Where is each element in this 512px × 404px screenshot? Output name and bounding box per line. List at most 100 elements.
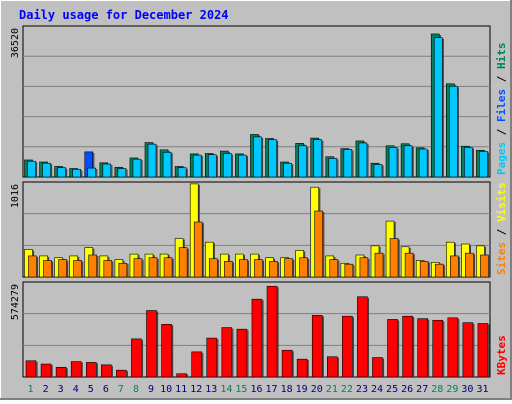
day-label-27: 27 [416,384,428,395]
panel-visits-sites-day-4 [69,255,84,278]
pages-bar-fill [253,136,262,178]
panel-visits-sites-day-14 [220,253,234,278]
panel-hits-files-pages-day-22 [340,148,354,178]
kbytes-bar-fill [447,317,459,378]
sites-bar-fill [344,263,354,278]
sites-bar [193,221,204,278]
panel-hits-files-pages-day-23 [355,140,369,178]
panel-kbytes-ymax-label: 574279 [10,284,21,320]
kbytes-bar [372,357,385,378]
kbytes-bar [387,319,400,378]
day-label-11: 11 [175,384,187,395]
day-label-8: 8 [133,384,139,395]
pages-bar [72,169,83,178]
panel-hits-files-pages-day-1 [24,159,38,178]
chart-title: Daily usage for December 2024 [19,8,229,22]
panel-hits-files-pages-day-31 [476,149,490,178]
panel-kbytes-day-4 [70,361,83,378]
kbytes-bar [161,324,174,378]
day-label-14: 14 [220,384,232,395]
panel-visits-sites-day-16 [250,253,265,278]
kbytes-bar [296,358,309,378]
pages-bar [283,162,294,178]
sites-bar-fill [103,260,113,278]
day-label-26: 26 [401,384,413,395]
panel-hits-files-pages-day-5 [84,151,98,178]
pages-bar-fill [192,154,202,178]
kbytes-bar [447,317,460,378]
day-label-22: 22 [341,384,353,395]
day-label-16: 16 [250,384,262,395]
day-label-1: 1 [28,384,34,395]
panel-visits-sites-day-21 [325,255,340,278]
panel-visits-sites-day-28 [430,262,445,278]
pages-bar [479,151,490,178]
series-label-hits: Hits [495,43,508,70]
sites-bar [374,252,385,278]
panel-kbytes-day-15 [236,328,249,378]
pages-bar [27,160,38,178]
panel-hits-files-pages-day-29 [446,83,459,178]
kbytes-bar [221,327,234,378]
sites-bar-fill [239,259,248,278]
panel-visits-sites-day-25 [385,220,400,278]
kbytes-bar-fill [131,338,142,378]
pages-bar [102,163,113,178]
day-label-3: 3 [58,384,64,395]
panel-hits-files-pages-day-21 [325,156,339,178]
pages-bar [358,142,369,178]
pages-bar-fill [102,163,112,178]
panel-kbytes-day-30 [462,322,475,378]
sites-bar [103,260,114,278]
sites-bar [224,261,234,278]
kbytes-bar-fill [101,364,112,378]
panel-kbytes-day-29 [447,317,460,378]
panel-visits-sites-day-29 [446,241,460,278]
kbytes-bar-fill [176,373,187,378]
panel-visits-sites-day-24 [370,245,385,278]
panel-kbytes-day-12 [191,351,204,378]
sites-bar-fill [434,263,444,278]
panel-kbytes-series-label: KBytes [495,335,508,375]
day-label-17: 17 [266,384,278,395]
panel-hits-files-pages-day-19 [295,143,309,178]
day-label-23: 23 [356,384,368,395]
kbytes-bar-fill [221,327,233,378]
sites-bar [314,210,325,278]
pages-bar-fill [72,169,81,178]
panel-visits-sites-day-9 [144,253,159,278]
kbytes-bar [146,310,159,378]
kbytes-bar-fill [116,369,127,378]
panel-kbytes-day-22 [342,315,354,378]
sites-bar-fill [359,257,369,278]
pages-bar-fill [162,151,172,178]
pages-bar-fill [87,167,97,178]
pages-bar [449,85,459,178]
sites-bar [480,254,491,278]
kbytes-bar-fill [25,360,37,378]
kbytes-bar [462,322,475,378]
kbytes-bar [101,364,113,378]
pages-bar-fill [358,142,368,178]
kbytes-bar-fill [326,356,338,378]
kbytes-bar-fill [40,363,52,378]
panel-visits-sites-day-10 [159,253,174,278]
day-label-18: 18 [281,384,293,395]
sites-bar [450,255,460,278]
pages-bar [298,145,309,178]
panel-kbytes-day-25 [387,319,400,378]
day-label-12: 12 [190,384,202,395]
panel-hits-files-pages-day-26 [400,143,414,178]
kbytes-bar-fill [357,296,368,378]
sites-bar-fill [133,258,143,278]
panel-hits-files-pages-day-3 [54,166,68,178]
pages-bar [192,154,203,178]
sites-bar [58,259,69,278]
pages-bar-fill [57,167,66,178]
day-label-4: 4 [73,384,79,395]
pages-bar-fill [283,162,292,178]
kbytes-bar [281,349,294,378]
panel-hits-files-pages-day-15 [235,153,249,178]
sites-bar [88,254,99,278]
